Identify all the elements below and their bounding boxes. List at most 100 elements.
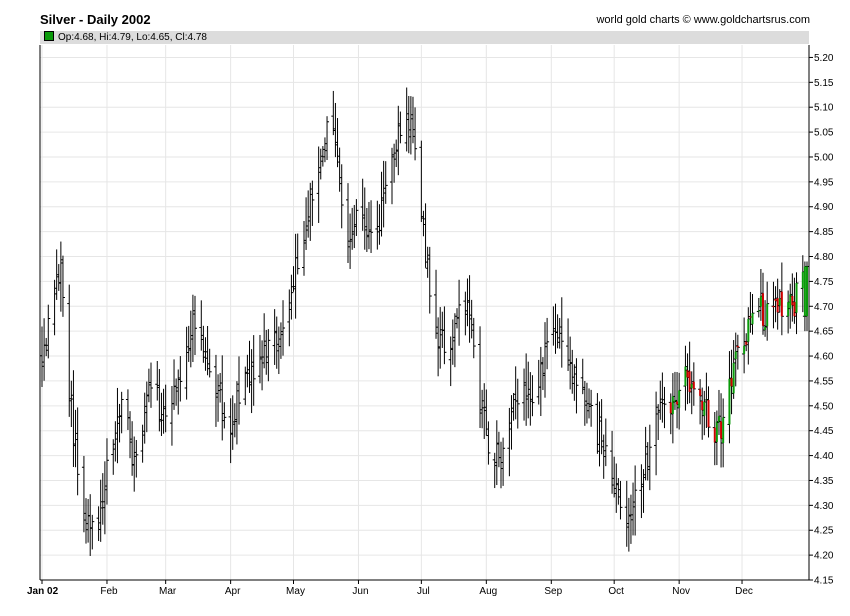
grid-layer — [40, 45, 809, 581]
ohlc-bar — [633, 465, 638, 536]
y-tick-label: 4.45 — [814, 426, 834, 437]
candle-body — [699, 389, 702, 396]
candle-body — [734, 351, 737, 360]
x-tick-label: Mar — [159, 586, 177, 597]
ohlc-bar — [706, 386, 711, 438]
price-bars — [40, 87, 809, 556]
candle-body — [778, 298, 781, 306]
candle-body — [671, 396, 674, 414]
candle-body — [701, 400, 704, 411]
ohlc-bar — [574, 358, 579, 414]
ohlc-bar — [354, 199, 359, 236]
candle-body — [673, 400, 676, 402]
candle-body — [692, 381, 695, 389]
candle-body — [690, 383, 693, 389]
ohlc-bar — [559, 297, 564, 368]
y-tick-label: 4.25 — [814, 526, 834, 537]
candle-body — [736, 345, 739, 348]
candle-body — [717, 416, 720, 423]
ohlc-bar — [442, 306, 447, 365]
ohlc-bar — [501, 437, 506, 486]
ohlc-readout-text: Op:4.68, Hi:4.79, Lo:4.65, Cl:4.78 — [58, 32, 207, 43]
candle-body — [715, 421, 718, 442]
ohlc-bar — [134, 440, 139, 478]
y-tick-label: 4.55 — [814, 376, 834, 387]
y-tick-label: 4.80 — [814, 252, 834, 263]
candle-body — [730, 378, 733, 387]
candle-body — [720, 421, 723, 439]
ohlc-bar — [104, 438, 109, 505]
x-tick-label: Jun — [352, 586, 368, 597]
x-tick-label: Nov — [672, 586, 690, 597]
candle-body — [676, 401, 679, 405]
ohlc-bar — [207, 348, 212, 378]
x-tick-label: Jan 02 — [27, 586, 59, 597]
candle-body — [803, 266, 806, 317]
candle-body — [751, 313, 754, 325]
ohlc-bar — [413, 107, 418, 161]
candle-body — [791, 295, 794, 306]
y-tick-label: 4.85 — [814, 227, 834, 238]
plot-background — [40, 45, 809, 580]
x-axis-labels: Jan 02 Feb Mar Apr May Jun Jul Aug Sep Oct Nov Dec — [27, 586, 753, 597]
y-tick-label: 4.65 — [814, 327, 834, 338]
candle-body — [743, 345, 746, 354]
y-tick-label: 5.00 — [814, 152, 834, 163]
ohlc-bar — [383, 161, 388, 204]
ohlc-bar — [662, 386, 667, 429]
ohlc-bar — [779, 262, 784, 336]
candle-body — [707, 399, 710, 428]
ohlc-bar — [251, 335, 256, 406]
candle-body — [764, 327, 767, 331]
ohlc-bar — [60, 255, 65, 317]
candle-body — [728, 378, 731, 425]
candle-body — [795, 283, 798, 313]
y-tick-label: 4.70 — [814, 302, 834, 313]
chart-title: Silver - Daily 2002 — [40, 12, 151, 27]
x-tick-label: May — [286, 586, 305, 597]
y-tick-label: 4.30 — [814, 501, 834, 512]
y-tick-label: 4.50 — [814, 401, 834, 412]
ohlc-bar — [750, 293, 755, 335]
y-tick-label: 4.75 — [814, 277, 834, 288]
ohlc-bar — [325, 116, 330, 160]
candle-body — [801, 271, 804, 289]
candle-body — [757, 310, 760, 312]
candle-body — [772, 306, 775, 308]
y-tick-label: 5.05 — [814, 128, 834, 139]
ohlc-bar — [545, 317, 550, 370]
ohlc-bar — [721, 398, 726, 468]
ohlc-bar — [427, 246, 432, 314]
ohlc-bar — [398, 111, 403, 144]
y-tick-label: 4.95 — [814, 177, 834, 188]
ohlc-bar — [281, 300, 286, 356]
candle-body — [789, 294, 792, 309]
up-day-swatch-icon — [44, 31, 54, 41]
ohlc-bar — [119, 391, 124, 434]
candle-body — [759, 296, 762, 307]
x-tick-label: Feb — [100, 586, 118, 597]
candle-body — [732, 362, 735, 394]
ohlc-bar — [691, 362, 696, 406]
candle-body — [747, 318, 750, 342]
ohlc-bar — [266, 329, 271, 382]
candle-body — [766, 303, 769, 327]
ohlc-bar — [369, 200, 374, 254]
candle-body — [686, 370, 689, 378]
ohlc-bar — [647, 424, 652, 491]
ohlc-bar — [163, 384, 168, 433]
y-tick-label: 4.15 — [814, 576, 834, 587]
candle-body — [703, 401, 706, 416]
candle-body — [780, 291, 783, 317]
y-tick-label: 4.20 — [814, 551, 834, 562]
y-tick-label: 4.90 — [814, 202, 834, 213]
ohlc-bar — [794, 272, 799, 335]
ohlc-bar — [289, 274, 294, 320]
candle-body — [745, 341, 748, 345]
x-tick-label: Dec — [735, 586, 753, 597]
candle-body — [776, 298, 779, 313]
ohlc-bar — [589, 389, 594, 427]
candle-body — [774, 299, 777, 301]
ohlc-bar — [603, 418, 608, 467]
ohlc-readout-bar: Op:4.68, Hi:4.79, Lo:4.65, Cl:4.78 — [40, 31, 809, 44]
